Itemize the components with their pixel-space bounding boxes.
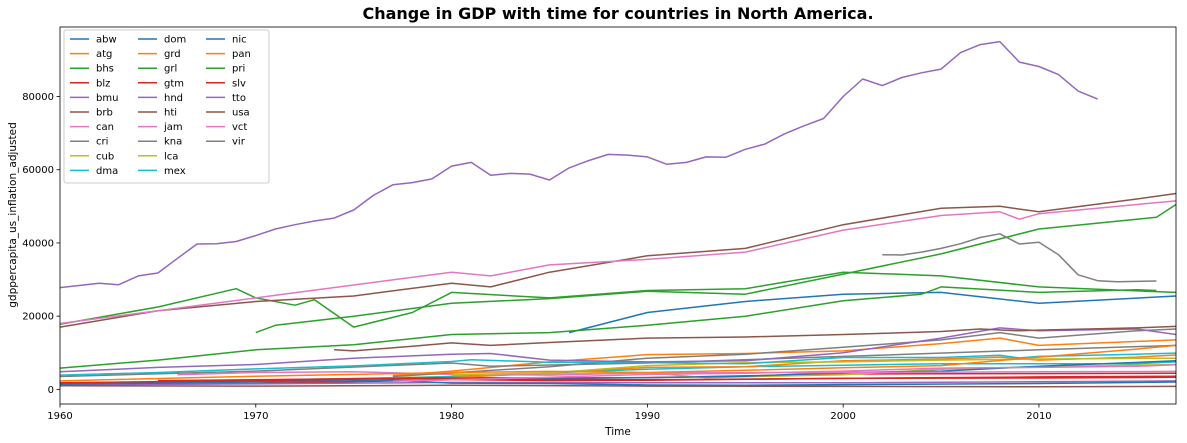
x-axis-label: Time: [604, 426, 631, 438]
legend-label-tto: tto: [232, 93, 246, 104]
legend-label-mex: mex: [164, 166, 186, 177]
series-line-hnd: [59, 380, 1177, 386]
legend-label-brb: brb: [96, 108, 113, 119]
legend-label-nic: nic: [232, 35, 247, 46]
y-axis-label: gdppercapita_us_inflation_adjusted: [7, 122, 19, 308]
legend-label-lca: lca: [164, 151, 178, 162]
legend-label-pan: pan: [232, 49, 251, 60]
series-line-vir: [882, 233, 1157, 283]
legend-label-grl: grl: [164, 64, 177, 75]
legend-label-slv: slv: [232, 78, 246, 89]
legend-label-cri: cri: [96, 137, 108, 148]
legend-label-dma: dma: [96, 166, 118, 177]
legend-label-pri: pri: [232, 64, 245, 75]
series-line-can: [59, 200, 1177, 325]
x-tick-label: 1990: [635, 411, 660, 422]
y-axis-ticks: 0 20000 40000 60000 80000: [22, 92, 60, 396]
y-tick-label: 0: [48, 385, 54, 396]
x-tick-label: 2010: [1026, 411, 1051, 422]
legend-label-kna: kna: [164, 137, 182, 148]
legend: abw atg bhs blz bmu brb can cri cub dma dom grd grl g…: [63, 29, 270, 184]
legend-label-vir: vir: [232, 137, 246, 148]
series-line-bhs: [59, 271, 1177, 328]
legend-label-usa: usa: [232, 108, 250, 119]
legend-label-cub: cub: [96, 151, 114, 162]
x-tick-label: 1960: [47, 411, 72, 422]
x-tick-label: 1970: [243, 411, 268, 422]
legend-label-dom: dom: [164, 35, 186, 46]
series-line-slv: [157, 375, 1177, 382]
legend-label-blz: blz: [96, 78, 110, 89]
legend-label-vct: vct: [232, 122, 247, 133]
y-tick-label: 80000: [22, 92, 54, 103]
legend-label-bmu: bmu: [96, 93, 118, 104]
series-line-bmu: [59, 40, 1098, 289]
series-line-hti: [59, 384, 1177, 388]
y-tick-label: 20000: [22, 312, 54, 323]
x-axis-ticks: 1960 1970 1980 1990 2000 2010: [47, 404, 1052, 422]
series-line-usa: [334, 325, 1177, 352]
legend-label-bhs: bhs: [96, 64, 114, 75]
legend-label-hti: hti: [164, 108, 177, 119]
legend-label-grd: grd: [164, 49, 181, 60]
series-line-grl: [255, 203, 1177, 334]
series-line-jam: [177, 370, 1177, 376]
x-tick-label: 1980: [439, 411, 464, 422]
series-line-brb: [59, 192, 1177, 328]
y-tick-label: 40000: [22, 238, 54, 249]
chart-title: Change in GDP with time for countries in…: [362, 4, 873, 23]
legend-label-atg: atg: [96, 49, 112, 60]
legend-label-gtm: gtm: [164, 78, 184, 89]
series-line-mex: [59, 352, 1177, 376]
x-tick-label: 2000: [830, 411, 855, 422]
legend-label-can: can: [96, 122, 114, 133]
legend-items: abw atg bhs blz bmu brb can cri cub dma dom grd grl g…: [70, 35, 251, 177]
y-tick-label: 60000: [22, 165, 54, 176]
legend-label-abw: abw: [96, 35, 117, 46]
series-line-pan: [59, 344, 1177, 382]
series-line-kna: [392, 328, 1177, 378]
series-line-abw: [568, 291, 1177, 334]
series-line-nic: [59, 379, 1177, 387]
legend-label-jam: jam: [163, 122, 183, 133]
series-line-pri: [59, 286, 1157, 369]
legend-label-hnd: hnd: [164, 93, 183, 104]
series-line-vct: [392, 364, 1177, 383]
series-layer: [59, 40, 1177, 388]
plot-frame: [59, 26, 1177, 405]
